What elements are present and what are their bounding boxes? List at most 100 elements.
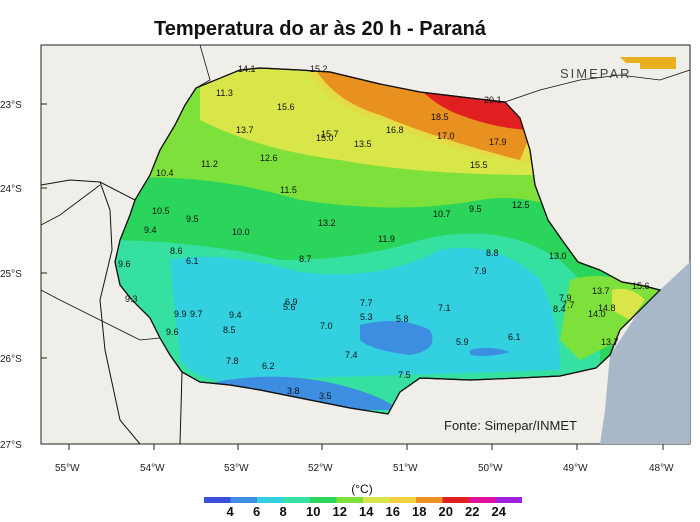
- station-value: 10.0: [232, 227, 250, 237]
- legend-tick-label: 14: [359, 504, 374, 519]
- legend-swatch: [204, 497, 231, 503]
- station-value: 7.8: [226, 356, 239, 366]
- station-value: 9.4: [144, 225, 157, 235]
- legend-swatch: [363, 497, 390, 503]
- station-value: 13.5: [354, 139, 372, 149]
- map-title: Temperatura do ar às 20 h - Paraná: [154, 18, 486, 40]
- legend-tick-label: 12: [333, 504, 347, 519]
- station-value: 9.4: [229, 310, 242, 320]
- station-value: 15.6: [632, 281, 650, 291]
- station-value: 11.5: [280, 185, 297, 195]
- station-labels: 14.1 15.2 11.3 15.6 20.1 18.5 13.7 15.715.0 16.8…: [118, 64, 650, 401]
- ocean-area: [600, 262, 690, 444]
- station-value: 14.1: [238, 64, 256, 74]
- color-legend: 4 6 8 10 12 14 16 18 20 22 24: [204, 497, 522, 519]
- station-value: 6.1: [186, 256, 199, 266]
- station-value: 7.7: [360, 298, 373, 308]
- station-value: 16.8: [386, 125, 404, 135]
- station-value: 18.5: [431, 112, 449, 122]
- legend-tick-label: 8: [280, 504, 287, 519]
- legend-tick-label: 4: [227, 504, 235, 519]
- station-value: 5.3: [360, 312, 373, 322]
- legend-swatch: [469, 497, 496, 503]
- station-value: 12.5: [512, 200, 530, 210]
- station-value: 11.2: [201, 159, 218, 169]
- station-value: 3.5: [319, 391, 332, 401]
- station-value: 8.5: [223, 325, 236, 335]
- lat-tick-label: 26°S: [0, 354, 22, 365]
- station-value: 5.6: [283, 302, 296, 312]
- station-value: 13.0: [549, 251, 567, 261]
- station-value: 10.4: [156, 168, 174, 178]
- border-line: [99, 181, 141, 445]
- border-line: [40, 179, 136, 201]
- station-value: 7.7: [562, 300, 575, 310]
- station-value: 13.7: [592, 286, 610, 296]
- legend-swatch: [442, 497, 469, 503]
- lon-tick-label: 54°W: [140, 463, 165, 474]
- lon-tick-label: 53°W: [224, 463, 249, 474]
- station-value: 8.4: [553, 304, 566, 314]
- station-value: 9.6: [166, 327, 179, 337]
- station-value: 7.1: [438, 303, 451, 313]
- station-value: 7.5: [398, 370, 411, 380]
- lon-tick-label: 52°W: [308, 463, 333, 474]
- station-value: 11.9: [378, 234, 395, 244]
- legend-swatch: [495, 497, 522, 503]
- legend-swatch: [257, 497, 284, 503]
- legend-swatch: [336, 497, 363, 503]
- station-value: 9.7: [190, 309, 203, 319]
- legend-tick-label: 20: [439, 504, 453, 519]
- legend-swatch: [230, 497, 257, 503]
- station-value: 7.9: [474, 266, 487, 276]
- station-value: 15.0: [316, 133, 334, 143]
- lat-tick-label: 24°S: [0, 184, 22, 195]
- legend-unit: (°C): [351, 482, 373, 496]
- lat-tick-label: 25°S: [0, 269, 22, 280]
- legend-tick-label: 10: [306, 504, 320, 519]
- station-value: 6.9: [285, 297, 298, 307]
- station-value: 14.0: [588, 309, 606, 319]
- longitude-axis: 55°W 54°W 53°W 52°W 51°W 50°W 49°W 48°W: [55, 444, 674, 474]
- station-value: 6.2: [262, 361, 275, 371]
- lon-tick-label: 49°W: [563, 463, 588, 474]
- legend-swatch: [389, 497, 416, 503]
- legend-tick-label: 6: [253, 504, 260, 519]
- station-value: 17.0: [437, 131, 455, 141]
- station-value: 8.7: [299, 254, 312, 264]
- lat-tick-label: 23°S: [0, 100, 22, 111]
- border-line: [179, 371, 183, 445]
- legend-tick-label: 22: [465, 504, 479, 519]
- station-value: 14.8: [598, 303, 616, 313]
- station-value: 15.7: [321, 129, 339, 139]
- legend-tick-label: 18: [412, 504, 426, 519]
- station-value: 9.3: [125, 294, 138, 304]
- lon-tick-label: 50°W: [478, 463, 503, 474]
- station-value: 7.4: [345, 350, 358, 360]
- legend-tick-label: 16: [386, 504, 400, 519]
- lat-tick-label: 27°S: [0, 440, 22, 451]
- station-value: 5.9: [456, 337, 469, 347]
- station-value: 12.6: [260, 153, 278, 163]
- station-value: 9.6: [118, 259, 131, 269]
- lon-tick-label: 51°W: [393, 463, 418, 474]
- station-value: 10.7: [433, 209, 451, 219]
- station-value: 20.1: [484, 95, 502, 105]
- station-value: 6.1: [508, 332, 521, 342]
- station-value: 3.8: [287, 386, 300, 396]
- station-value: 10.5: [152, 206, 170, 216]
- station-value: 8.6: [170, 246, 183, 256]
- lon-tick-label: 48°W: [649, 463, 674, 474]
- lon-tick-label: 55°W: [55, 463, 80, 474]
- station-value: 15.5: [470, 160, 488, 170]
- latitude-axis: 23°S 24°S 25°S 26°S 27°S: [0, 100, 47, 451]
- station-value: 9.9: [174, 309, 187, 319]
- simepar-logo: SIMEPAR: [560, 57, 676, 81]
- station-value: 13.7: [236, 125, 254, 135]
- station-value: 13.2: [318, 218, 336, 228]
- station-value: 9.5: [469, 204, 482, 214]
- station-value: 8.8: [486, 248, 499, 258]
- station-value: 13.7: [601, 337, 619, 347]
- source-text: Fonte: Simepar/INMET: [444, 418, 577, 433]
